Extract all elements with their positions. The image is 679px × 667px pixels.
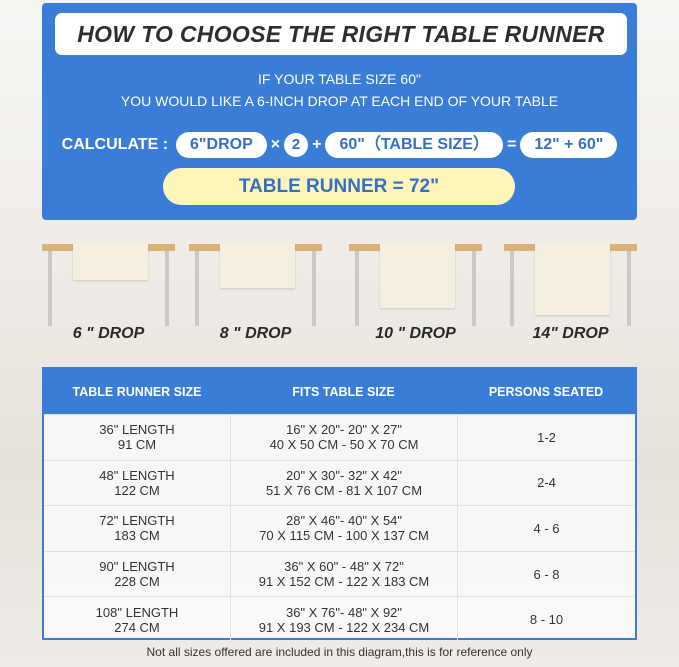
runner-image	[73, 244, 148, 280]
fit-inches: 28" X 46"- 40" X 54"	[285, 513, 403, 529]
page-title: HOW TO CHOOSE THE RIGHT TABLE RUNNER	[55, 13, 627, 55]
times-sign: ×	[270, 136, 281, 153]
fits-table-cell: 20" X 30"- 32" X 42" 51 X 76 CM - 81 X 10…	[230, 460, 457, 506]
drop-pill: 6"DROP	[176, 132, 267, 158]
fits-table-cell: 36" X 60" - 48" X 72" 91 X 152 CM - 122 X…	[230, 551, 457, 597]
table-size-pill: 60"（TABLE SIZE）	[325, 132, 503, 158]
table-row: 36" LENGTH 91 CM 16" X 20"- 20" X 27" 40 X…	[44, 414, 635, 460]
fit-inches: 36" X 60" - 48" X 72"	[284, 559, 404, 575]
fits-table-cell: 28" X 46"- 40" X 54" 70 X 115 CM - 100 X …	[230, 506, 457, 551]
example-line-1: IF YOUR TABLE SIZE 60"	[258, 71, 421, 87]
length-inches: 36" LENGTH	[99, 422, 175, 438]
header-runner-size: TABLE RUNNER SIZE	[72, 384, 202, 399]
table-row: 108" LENGTH 274 CM 36" X 76"- 48" X 92" 91…	[44, 596, 635, 642]
factor-circle: 2	[284, 133, 309, 157]
equals-sign: =	[506, 136, 517, 153]
length-cm: 122 CM	[114, 482, 160, 498]
persons-cell: 8 - 10	[457, 597, 635, 642]
length-cm: 228 CM	[114, 574, 160, 590]
table-row: 72" LENGTH 183 CM 28" X 46"- 40" X 54" 70 …	[44, 505, 635, 551]
runner-image	[220, 244, 295, 288]
fit-cm: 70 X 115 CM - 100 X 137 CM	[259, 528, 429, 544]
table-illustration-14	[504, 244, 637, 326]
persons-cell: 6 - 8	[457, 551, 635, 597]
drop-label: 10 " DROP	[375, 325, 456, 342]
drop-label: 8 " DROP	[219, 325, 292, 342]
length-cm: 183 CM	[114, 528, 160, 544]
calculate-label: CALCULATE :	[61, 136, 169, 153]
persons-cell: 4 - 6	[457, 506, 635, 551]
footnote: Not all sizes offered are included in th…	[146, 645, 533, 659]
runner-size-cell: 48" LENGTH 122 CM	[44, 468, 230, 498]
table-header: TABLE RUNNER SIZE FITS TABLE SIZE PERSON…	[44, 369, 635, 414]
persons-cell: 1-2	[457, 415, 635, 460]
result-pill: TABLE RUNNER = 72"	[163, 168, 515, 205]
formula-row: CALCULATE : 6"DROP × 2 + 60"（TABLE SIZE）…	[42, 132, 637, 158]
runner-size-cell: 72" LENGTH 183 CM	[44, 513, 230, 543]
sum-pill: 12" + 60"	[520, 132, 618, 158]
length-inches: 108" LENGTH	[95, 604, 179, 620]
plus-sign: +	[312, 136, 322, 153]
length-inches: 48" LENGTH	[99, 467, 175, 483]
size-table: TABLE RUNNER SIZE FITS TABLE SIZE PERSON…	[42, 367, 637, 642]
example-line-2: YOU WOULD LIKE A 6-INCH DROP AT EACH END…	[120, 93, 559, 109]
table-illustration-6	[42, 244, 175, 326]
drop-label: 14" DROP	[532, 325, 609, 342]
fit-inches: 16" X 20"- 20" X 27"	[285, 422, 403, 438]
runner-image	[535, 244, 610, 315]
length-cm: 274 CM	[114, 619, 160, 635]
persons-cell: 2-4	[457, 460, 635, 506]
length-cm: 91 CM	[117, 437, 157, 453]
fits-table-cell: 16" X 20"- 20" X 27" 40 X 50 CM - 50 X 70…	[230, 415, 457, 460]
length-inches: 72" LENGTH	[99, 513, 175, 529]
fit-cm: 51 X 76 CM - 81 X 107 CM	[265, 482, 423, 498]
fit-cm: 40 X 50 CM - 50 X 70 CM	[269, 437, 419, 453]
table-illustration-8	[189, 244, 322, 326]
calculation-panel: HOW TO CHOOSE THE RIGHT TABLE RUNNER IF …	[42, 3, 637, 220]
fit-inches: 20" X 30"- 32" X 42"	[285, 467, 403, 483]
runner-size-cell: 108" LENGTH 274 CM	[44, 605, 230, 635]
length-inches: 90" LENGTH	[99, 559, 175, 575]
fit-inches: 36" X 76"- 48" X 92"	[285, 604, 403, 620]
runner-image	[380, 244, 455, 308]
header-fits-table: FITS TABLE SIZE	[292, 384, 395, 399]
fit-cm: 91 X 193 CM - 122 X 234 CM	[258, 619, 430, 635]
table-row: 90" LENGTH 228 CM 36" X 60" - 48" X 72" 91…	[44, 550, 635, 597]
table-illustration-10	[349, 244, 482, 326]
fits-table-cell: 36" X 76"- 48" X 92" 91 X 193 CM - 122 X …	[230, 597, 457, 642]
fit-cm: 91 X 152 CM - 122 X 183 CM	[258, 574, 430, 590]
drop-label: 6 " DROP	[72, 325, 145, 342]
runner-size-cell: 90" LENGTH 228 CM	[44, 559, 230, 589]
table-row: 48" LENGTH 122 CM 20" X 30"- 32" X 42" 51 …	[44, 459, 635, 506]
header-persons: PERSONS SEATED	[488, 384, 604, 399]
runner-size-cell: 36" LENGTH 91 CM	[44, 422, 230, 452]
